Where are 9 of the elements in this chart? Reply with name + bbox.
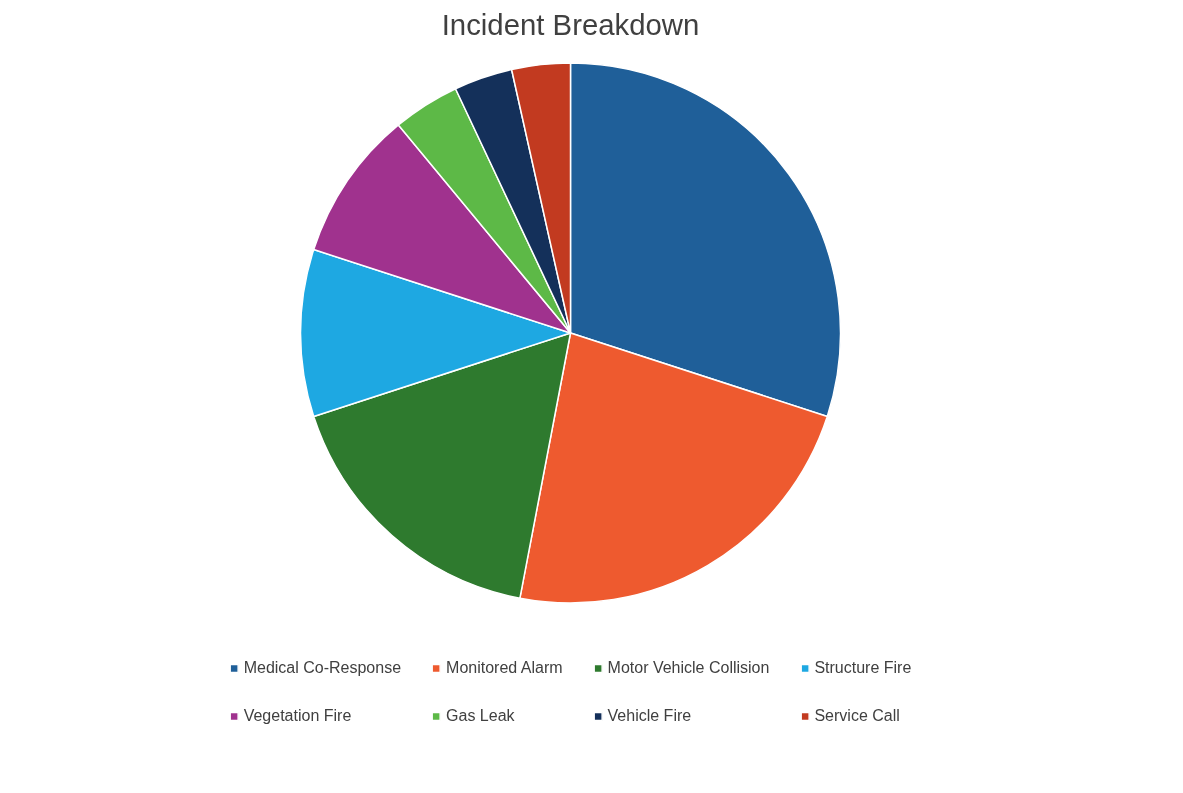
legend-label: Vegetation Fire bbox=[243, 707, 352, 725]
chart-title: Incident Breakdown bbox=[441, 7, 700, 41]
legend-label: Gas Leak bbox=[446, 707, 515, 725]
legend-label: Service Call bbox=[814, 707, 900, 725]
legend-label: Vehicle Fire bbox=[607, 707, 692, 725]
legend-label: Motor Vehicle Collision bbox=[607, 659, 770, 677]
legend-label: Structure Fire bbox=[814, 659, 912, 677]
legend-label: Monitored Alarm bbox=[446, 659, 563, 677]
legend-label: Medical Co-Response bbox=[243, 659, 402, 677]
